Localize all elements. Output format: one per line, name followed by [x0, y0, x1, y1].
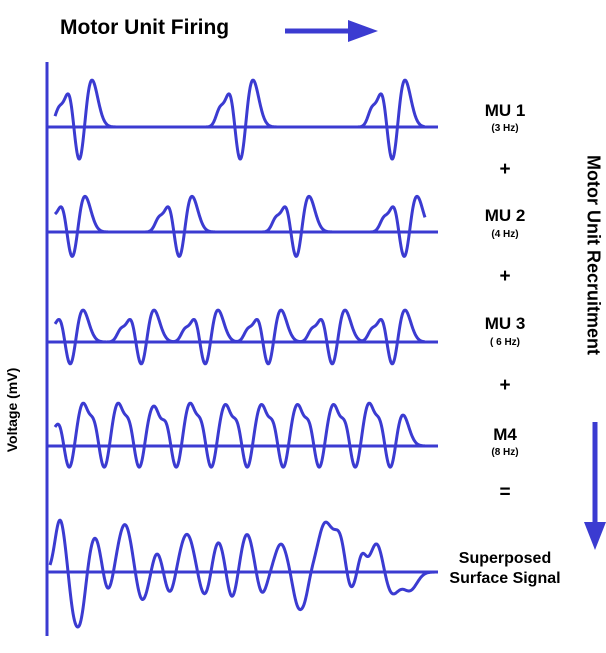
plus-operator-3: +: [499, 375, 511, 396]
waveforms: [48, 78, 439, 629]
mu-3-frequency: ( 6 Hz): [490, 337, 520, 348]
superposed-label-line1: Superposed: [458, 550, 552, 567]
mu-4-frequency: (8 Hz): [491, 447, 519, 458]
recruitment-label: Motor Unit Recruitment: [583, 155, 604, 355]
plus-operator-2: +: [499, 266, 511, 287]
arrows: [285, 20, 606, 550]
title: Motor Unit Firing: [60, 16, 230, 39]
superposed-waveform: [48, 518, 439, 629]
firing-arrow-head: [348, 20, 378, 42]
mu-2-frequency: (4 Hz): [491, 229, 519, 240]
mu-4-label: M4: [493, 425, 517, 444]
mu-3-label: MU 3: [484, 314, 526, 333]
mu-2-waveform: [53, 194, 427, 258]
superposed-label-line2: Surface Signal: [449, 570, 561, 587]
plus-operator-1: +: [499, 159, 511, 180]
mu-2-label: MU 2: [484, 206, 526, 225]
mu-3-waveform: [53, 308, 426, 366]
recruitment-arrow-head: [584, 522, 606, 550]
mu-1-waveform: [53, 78, 426, 161]
equals-operator: =: [499, 482, 511, 503]
y-axis-label: Voltage (mV): [4, 367, 20, 453]
mu-1-frequency: (3 Hz): [491, 123, 519, 134]
mu-4-waveform: [53, 401, 426, 469]
mu-1-label: MU 1: [484, 101, 526, 120]
